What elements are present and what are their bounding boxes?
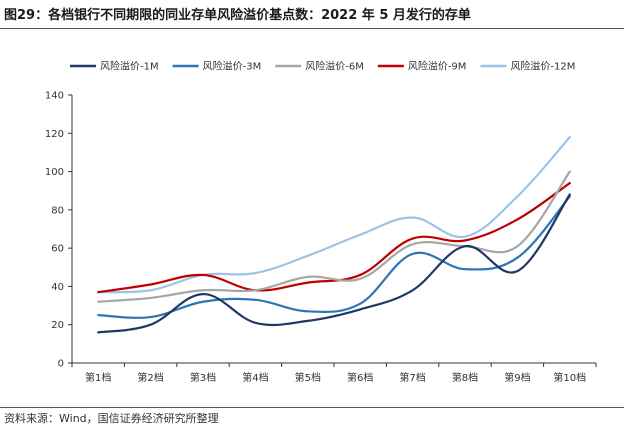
series-line-5 — [97, 136, 571, 294]
series-line-3 — [97, 170, 571, 303]
x-tick-label: 第1档 — [85, 371, 111, 384]
source-note: 资料来源：Wind，国信证券经济研究所整理 — [4, 412, 219, 425]
y-tick-label: 80 — [51, 205, 64, 216]
x-tick-label: 第9档 — [504, 371, 530, 384]
source-divider — [0, 407, 624, 408]
x-tick-label: 第5档 — [295, 371, 321, 384]
x-tick-label: 第4档 — [242, 371, 268, 384]
figure-title: 图29：各档银行不同期限的同业存单风险溢价基点数：2022 年 5 月发行的存单 — [4, 8, 471, 23]
x-tick-label: 第3档 — [190, 371, 216, 384]
legend-label-1: 风险溢价-1M — [100, 60, 159, 73]
y-axis: 0 20 40 60 80 100 120 140 — [45, 91, 73, 370]
y-tick-label: 120 — [45, 129, 64, 140]
y-tick-label: 60 — [51, 244, 64, 255]
legend-label-5: 风险溢价-12M — [510, 60, 575, 73]
legend-label-4: 风险溢价-9M — [408, 60, 467, 73]
x-tick-label: 第6档 — [347, 371, 373, 384]
title-divider — [0, 28, 624, 29]
line-chart: 风险溢价-1M 风险溢价-3M 风险溢价-6M 风险溢价-9M 风险溢价-12M 0 20… — [45, 60, 597, 384]
x-tick-label: 第7档 — [399, 371, 425, 384]
x-tick-label: 第10档 — [553, 371, 586, 384]
series-line-1 — [97, 193, 571, 334]
x-tick-label: 第2档 — [137, 371, 163, 384]
series-line-2 — [97, 195, 571, 319]
series-layer — [97, 136, 571, 334]
chart-legend: 风险溢价-1M 风险溢价-3M 风险溢价-6M 风险溢价-9M 风险溢价-12M — [70, 60, 575, 73]
legend-label-3: 风险溢价-6M — [305, 60, 364, 73]
x-axis: 第1档 第2档 第3档 第4档 第5档 第6档 第7档 第8档 第9档 第10档 — [71, 362, 597, 384]
y-tick-label: 20 — [51, 320, 64, 331]
y-tick-label: 100 — [45, 167, 64, 178]
legend-label-2: 风险溢价-3M — [203, 60, 262, 73]
y-tick-label: 0 — [58, 359, 64, 370]
y-tick-label: 140 — [45, 91, 64, 102]
y-tick-label: 40 — [51, 282, 64, 293]
x-tick-label: 第8档 — [452, 371, 478, 384]
series-line-4 — [97, 181, 571, 294]
